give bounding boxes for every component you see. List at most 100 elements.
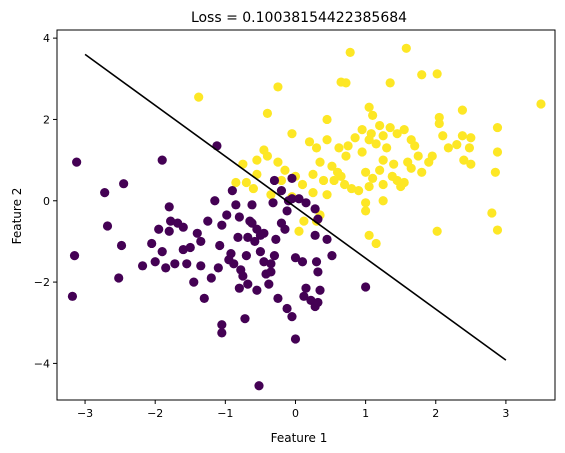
x-tick-label: 2 bbox=[432, 407, 439, 420]
data-point bbox=[299, 216, 309, 226]
data-point bbox=[492, 122, 503, 133]
data-point bbox=[247, 200, 257, 210]
data-point bbox=[401, 43, 411, 53]
data-point bbox=[194, 92, 204, 102]
data-point bbox=[350, 133, 360, 143]
data-point bbox=[161, 263, 171, 273]
data-point bbox=[311, 143, 322, 153]
data-point bbox=[299, 291, 309, 301]
data-point bbox=[536, 99, 546, 109]
data-point bbox=[364, 181, 374, 192]
data-point bbox=[241, 251, 251, 261]
data-point bbox=[466, 133, 476, 143]
data-point bbox=[313, 297, 323, 308]
data-point bbox=[273, 157, 283, 167]
data-point bbox=[432, 226, 442, 236]
data-point bbox=[224, 255, 234, 265]
data-point bbox=[354, 186, 364, 196]
data-point bbox=[264, 279, 274, 289]
data-point bbox=[196, 236, 206, 247]
data-point bbox=[392, 129, 402, 139]
data-point bbox=[287, 129, 297, 139]
data-point bbox=[417, 167, 427, 177]
data-point bbox=[368, 173, 378, 184]
data-point bbox=[443, 143, 453, 153]
data-point bbox=[271, 234, 281, 244]
data-point bbox=[364, 135, 374, 145]
data-point bbox=[254, 381, 264, 391]
data-point bbox=[203, 216, 213, 226]
data-point bbox=[238, 271, 248, 281]
data-point bbox=[282, 303, 292, 314]
data-point bbox=[276, 175, 287, 186]
data-point bbox=[341, 151, 351, 161]
data-point bbox=[361, 282, 371, 292]
data-point bbox=[492, 225, 503, 235]
data-point bbox=[262, 108, 273, 118]
data-point bbox=[282, 206, 292, 216]
data-point bbox=[432, 69, 442, 79]
data-point bbox=[301, 198, 311, 208]
data-point bbox=[199, 293, 209, 303]
data-point bbox=[210, 196, 220, 206]
data-point bbox=[245, 216, 255, 226]
data-point bbox=[164, 226, 174, 236]
data-point bbox=[313, 214, 323, 224]
data-point bbox=[345, 47, 355, 57]
data-point bbox=[336, 171, 346, 181]
data-point bbox=[252, 155, 262, 165]
data-point bbox=[157, 246, 167, 257]
data-point bbox=[294, 226, 304, 236]
data-point bbox=[322, 234, 332, 244]
data-point bbox=[387, 171, 397, 181]
data-point bbox=[334, 143, 344, 153]
data-point bbox=[452, 140, 462, 150]
data-point bbox=[222, 210, 232, 220]
data-point bbox=[217, 320, 227, 330]
data-point bbox=[72, 157, 82, 167]
data-point bbox=[212, 141, 222, 151]
data-point bbox=[457, 131, 468, 141]
x-tick-label: 1 bbox=[362, 407, 369, 420]
data-point bbox=[382, 143, 392, 153]
data-point bbox=[341, 78, 351, 88]
data-point bbox=[294, 194, 304, 204]
data-point bbox=[255, 246, 266, 257]
data-point bbox=[310, 204, 320, 214]
x-tick-label: −1 bbox=[217, 407, 233, 420]
data-point bbox=[339, 179, 350, 190]
x-axis: −3 −2 −1 0 1 2 3 bbox=[77, 400, 509, 420]
data-point bbox=[346, 183, 357, 194]
y-axis-label: Feature 2 bbox=[10, 188, 24, 245]
data-point bbox=[322, 114, 332, 125]
data-point bbox=[102, 221, 113, 231]
data-point bbox=[304, 137, 315, 147]
data-point bbox=[322, 190, 332, 200]
data-point bbox=[100, 188, 110, 198]
data-point bbox=[459, 155, 469, 165]
data-point bbox=[327, 251, 337, 261]
data-point bbox=[157, 155, 167, 165]
data-point bbox=[310, 230, 320, 240]
data-point bbox=[150, 257, 160, 267]
data-point bbox=[147, 238, 157, 249]
y-tick-label: −4 bbox=[34, 357, 50, 370]
data-point bbox=[192, 228, 202, 238]
data-point bbox=[457, 105, 468, 115]
data-point bbox=[255, 230, 266, 240]
x-tick-label: −3 bbox=[77, 407, 93, 420]
data-point bbox=[424, 157, 434, 167]
data-point bbox=[318, 175, 329, 186]
data-point bbox=[290, 334, 301, 344]
data-point bbox=[252, 285, 262, 295]
data-point bbox=[297, 257, 308, 267]
data-point bbox=[301, 283, 311, 293]
data-point bbox=[438, 131, 448, 141]
data-point bbox=[308, 188, 318, 198]
data-point bbox=[399, 125, 409, 135]
data-point bbox=[313, 267, 323, 277]
y-tick-label: 4 bbox=[43, 32, 50, 45]
data-point bbox=[69, 251, 80, 261]
data-point bbox=[378, 196, 388, 206]
